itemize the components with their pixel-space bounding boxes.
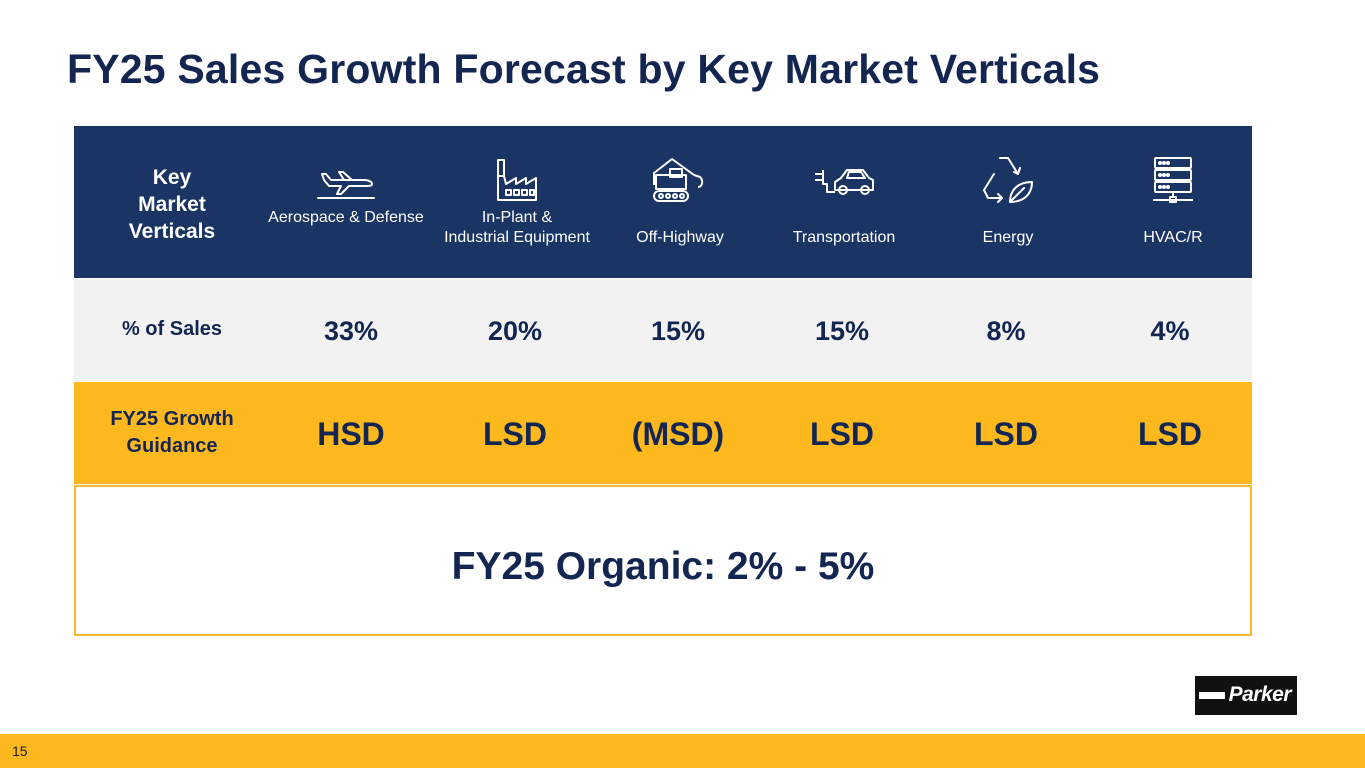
guidance-value: HSD xyxy=(317,416,385,452)
excavator-icon xyxy=(645,154,715,206)
airplane-icon xyxy=(311,154,381,206)
sales-value: 8% xyxy=(986,316,1026,346)
guidance-value: LSD xyxy=(483,416,547,452)
vertical-name: In-Plant & Industrial Equipment xyxy=(444,209,590,246)
page-number: 15 xyxy=(12,743,28,759)
parker-logo: Parker xyxy=(1195,676,1297,715)
recycle-leaf-icon xyxy=(973,154,1043,206)
organic-growth-text: FY25 Organic: 2% - 5% xyxy=(451,545,875,588)
guidance-value: LSD xyxy=(810,416,874,452)
sales-label: % of Sales xyxy=(121,318,223,340)
organic-row: FY25 Organic: 2% - 5% xyxy=(74,485,1252,636)
header-label: Key Market Verticals xyxy=(128,166,216,243)
header-row: Key Market Verticals Aerospace & Defense I… xyxy=(74,126,1252,278)
server-rack-icon xyxy=(1138,154,1208,206)
vertical-name: Energy xyxy=(982,229,1034,246)
vertical-name: Transportation xyxy=(792,229,896,246)
sales-value: 15% xyxy=(814,316,870,346)
guidance-value: LSD xyxy=(1138,416,1202,452)
growth-label: FY25 Growth Guidance xyxy=(110,408,234,457)
electric-car-icon xyxy=(809,154,879,206)
sales-value: 4% xyxy=(1150,316,1190,346)
slide-title: FY25 Sales Growth Forecast by Key Market… xyxy=(67,46,1101,92)
sales-value: 15% xyxy=(650,316,706,346)
logo-bar xyxy=(1199,692,1225,699)
growth-row: FY25 Growth Guidance HSD LSD (MSD) LSD LS… xyxy=(74,382,1252,484)
factory-icon xyxy=(482,154,552,206)
guidance-value: LSD xyxy=(974,416,1038,452)
logo-text: Parker xyxy=(1228,683,1292,706)
vertical-name: Off-Highway xyxy=(636,229,724,246)
guidance-value: (MSD) xyxy=(631,416,725,452)
vertical-name: HVAC/R xyxy=(1143,229,1203,246)
sales-value: 33% xyxy=(323,316,379,346)
footer-bar: 15 xyxy=(0,734,1365,768)
sales-value: 20% xyxy=(487,316,543,346)
vertical-name: Aerospace & Defense xyxy=(268,209,424,226)
sales-row: % of Sales 33% 20% 15% 15% 8% 4% xyxy=(74,279,1252,381)
